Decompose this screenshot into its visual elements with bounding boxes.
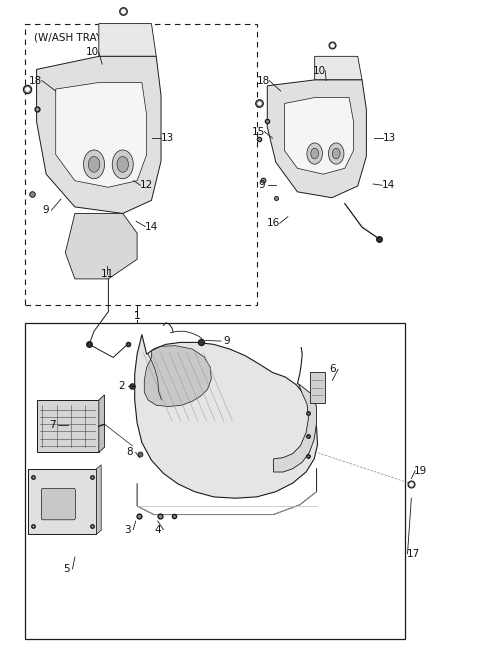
FancyBboxPatch shape: [41, 488, 75, 520]
Text: 9: 9: [259, 180, 265, 190]
Text: (W/ASH TRAY): (W/ASH TRAY): [34, 32, 107, 42]
Polygon shape: [144, 346, 211, 407]
Text: 13: 13: [383, 133, 396, 143]
Text: 17: 17: [407, 549, 420, 559]
Text: 6: 6: [329, 364, 336, 374]
Polygon shape: [99, 395, 105, 453]
Circle shape: [112, 150, 133, 178]
Circle shape: [328, 143, 344, 164]
Circle shape: [88, 157, 100, 173]
Text: 11: 11: [100, 269, 114, 279]
Polygon shape: [56, 83, 147, 187]
Polygon shape: [36, 56, 161, 213]
Text: 8: 8: [127, 447, 133, 457]
Text: 1: 1: [134, 311, 141, 321]
Text: 12: 12: [140, 180, 153, 190]
Text: 3: 3: [124, 525, 131, 535]
Circle shape: [311, 148, 319, 159]
Polygon shape: [99, 24, 156, 56]
Circle shape: [117, 157, 129, 173]
Polygon shape: [135, 335, 318, 498]
Circle shape: [307, 143, 323, 164]
Text: 15: 15: [252, 127, 265, 136]
Text: 1: 1: [134, 310, 141, 321]
FancyBboxPatch shape: [311, 372, 324, 403]
Text: 18: 18: [256, 75, 270, 85]
Polygon shape: [285, 98, 353, 174]
Circle shape: [332, 148, 340, 159]
Text: 16: 16: [267, 218, 280, 228]
Polygon shape: [315, 56, 362, 80]
Polygon shape: [267, 80, 366, 197]
Text: 9: 9: [42, 205, 48, 215]
Text: 18: 18: [29, 75, 42, 85]
Text: 9: 9: [223, 336, 230, 346]
Text: 7: 7: [49, 420, 56, 430]
Text: 10: 10: [312, 66, 325, 75]
Text: 19: 19: [414, 466, 428, 476]
Polygon shape: [96, 465, 101, 534]
Text: 10: 10: [86, 47, 99, 58]
Text: 2: 2: [119, 380, 125, 390]
Text: 4: 4: [155, 525, 161, 535]
Text: 13: 13: [161, 133, 174, 143]
Circle shape: [84, 150, 105, 178]
Text: 14: 14: [145, 222, 158, 232]
Polygon shape: [274, 384, 317, 472]
Polygon shape: [65, 213, 137, 279]
Polygon shape: [36, 400, 99, 453]
Text: 5: 5: [63, 564, 70, 574]
Text: 14: 14: [382, 180, 395, 190]
Polygon shape: [28, 469, 96, 534]
